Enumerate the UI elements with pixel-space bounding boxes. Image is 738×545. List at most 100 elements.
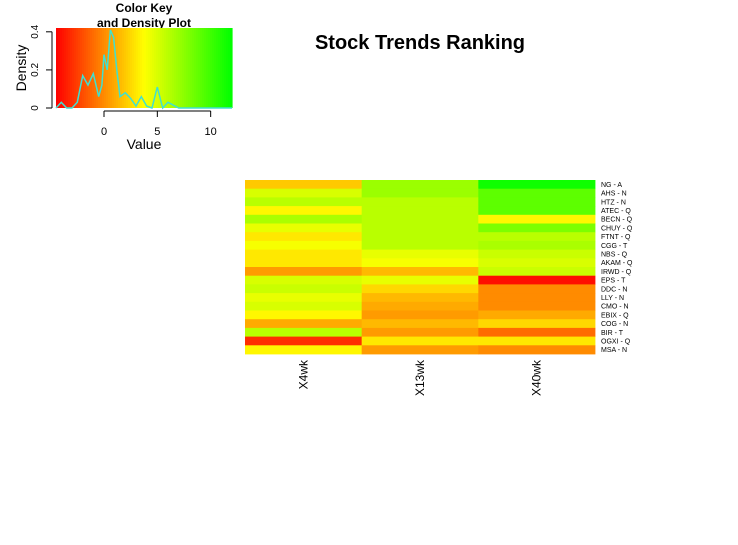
color-key-band (96, 28, 99, 108)
column-label: X13wk (413, 359, 427, 396)
color-key-band (198, 28, 201, 108)
color-key-band (220, 28, 223, 108)
color-key-band (78, 28, 81, 108)
row-label: DDC - N (601, 286, 627, 293)
color-key-band (230, 28, 233, 108)
color-key-band (180, 28, 183, 108)
heatmap-cell (245, 188, 363, 198)
color-key-band (222, 28, 225, 108)
row-label: MSA - N (601, 347, 627, 354)
heatmap-cell (245, 336, 363, 346)
row-label: CMO - N (601, 304, 629, 311)
color-key-band (100, 28, 103, 108)
color-key-band (56, 28, 59, 108)
heatmap-cell (245, 214, 363, 224)
heatmap-cell (361, 223, 479, 233)
color-key-band (84, 28, 87, 108)
row-label: FTNT - Q (601, 234, 631, 241)
heatmap-cell (478, 223, 596, 233)
color-key-band (82, 28, 85, 108)
heatmap-cell (478, 301, 596, 311)
column-labels: X4wk X13wk X40wk (296, 359, 543, 396)
color-key-band (158, 28, 161, 108)
color-key-band (190, 28, 193, 108)
heatmap-cell (245, 197, 363, 207)
heatmap-cell (478, 206, 596, 216)
color-key-band (140, 28, 143, 108)
color-key-band (122, 28, 125, 108)
heatmap-cell (478, 180, 596, 190)
row-label: EBIX - Q (601, 312, 629, 319)
color-key-gradient (56, 28, 233, 108)
heatmap-cell (245, 319, 363, 329)
color-key-band (188, 28, 191, 108)
heatmap-cell (361, 284, 479, 294)
row-label: COG - N (601, 321, 628, 328)
color-key-band (108, 28, 111, 108)
heatmap-cell (361, 327, 479, 337)
heatmap-cell (478, 284, 596, 294)
heatmap-cell (245, 275, 363, 285)
color-key-band (138, 28, 141, 108)
color-key-band (128, 28, 131, 108)
color-key-band (118, 28, 121, 108)
row-label: AHS - N (601, 191, 627, 198)
color-key-band (202, 28, 205, 108)
color-key-band (134, 28, 137, 108)
color-key-band (172, 28, 175, 108)
color-key-band (176, 28, 179, 108)
color-key-band (120, 28, 123, 108)
column-label: X4wk (296, 359, 310, 389)
row-label: EPS - T (601, 278, 626, 285)
heatmap-cell (361, 310, 479, 320)
color-key-band (144, 28, 147, 108)
y-tick-label: 0.2 (30, 63, 41, 77)
color-key-band (152, 28, 155, 108)
x-tick-label: 5 (154, 126, 160, 138)
color-key-band (170, 28, 173, 108)
heatmap-cell (361, 180, 479, 190)
heatmap-cell (478, 310, 596, 320)
color-key-band (146, 28, 149, 108)
color-key-band (70, 28, 73, 108)
row-label: NG - A (601, 182, 622, 189)
color-key-band (132, 28, 135, 108)
color-key-band (174, 28, 177, 108)
color-key-band (218, 28, 221, 108)
color-key-band (164, 28, 167, 108)
row-label: NBS - Q (601, 251, 628, 258)
density-line (55, 29, 232, 110)
color-key-band (162, 28, 165, 108)
heatmap-cell (478, 188, 596, 198)
color-key-title-line-2: and Density Plot (97, 16, 191, 30)
color-key-band (212, 28, 215, 108)
x-tick-label: 0 (101, 126, 107, 138)
heatmap-cell (245, 267, 363, 277)
color-key-band (110, 28, 113, 108)
x-tick-label: 10 (205, 126, 217, 138)
heatmap-cell (245, 223, 363, 233)
heatmap-cell (361, 319, 479, 329)
color-key-band (66, 28, 69, 108)
color-key-band (154, 28, 157, 108)
color-key-band (68, 28, 71, 108)
row-label: AKAM - Q (601, 260, 633, 267)
heatmap-cell (245, 258, 363, 268)
heatmap-title: Stock Trends Ranking (315, 32, 525, 54)
color-key-band (214, 28, 217, 108)
color-key-band (60, 28, 63, 108)
y-tick-label: 0.4 (30, 24, 41, 38)
heatmap-cell (245, 206, 363, 216)
color-key-band (156, 28, 159, 108)
row-label: OGXI - Q (601, 338, 631, 345)
row-label: BECN - Q (601, 217, 633, 224)
heatmap-cell (478, 240, 596, 250)
heatmap-cell (361, 275, 479, 285)
color-key-band (200, 28, 203, 108)
heatmap-cell (361, 188, 479, 198)
x-axis-label: Value (127, 136, 162, 152)
color-key-band (130, 28, 133, 108)
row-label: IRWD - Q (601, 269, 632, 276)
